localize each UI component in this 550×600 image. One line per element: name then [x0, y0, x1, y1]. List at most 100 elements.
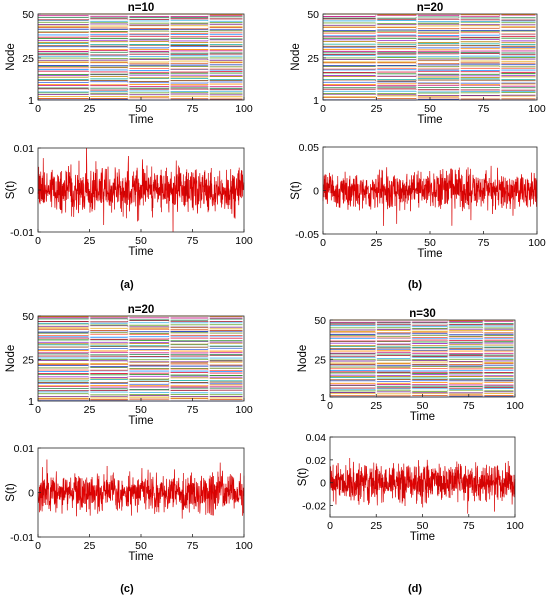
- panel-d-signal-xtick-label: 100: [506, 520, 524, 532]
- panel-c-signal-ytick-label: -0.01: [10, 532, 34, 544]
- panel-c-node-series: [38, 342, 243, 345]
- panel-d-node-xtick-label: 100: [506, 400, 524, 412]
- panel-d-node-series: [330, 361, 514, 364]
- panel-d-node-series: [330, 362, 514, 365]
- panel-d-node-series: [330, 384, 514, 386]
- panel-a-node-ylabel: Node: [5, 43, 17, 71]
- panel-d-node-series: [330, 392, 514, 395]
- panel-a-signal-xtick-label: 0: [35, 235, 41, 247]
- panel-b-node-series: [323, 16, 536, 19]
- panel-b-signal-xlabel: Time: [417, 248, 442, 260]
- panel-b-node-series: [323, 29, 536, 32]
- panel-d-node-xtick-label: 0: [327, 400, 333, 412]
- panel-c-signal-xtick-label: 25: [84, 540, 96, 552]
- panel-d-node-series: [330, 372, 514, 374]
- panel-c-node-series: [38, 333, 243, 337]
- panel-a-signal-xlabel: Time: [128, 246, 153, 258]
- panel-b-signal-xtick-label: 100: [528, 237, 546, 249]
- panel-a-node-series: [38, 91, 243, 94]
- panel-b-node-series: [323, 67, 536, 70]
- panel-d-node-series: [330, 391, 514, 394]
- panel-b-signal-xtick-label: 75: [478, 237, 490, 249]
- panel-d-node-series: [330, 342, 514, 345]
- panel-d-node-series: [330, 366, 514, 368]
- panel-c-node-xtick-label: 100: [235, 404, 253, 416]
- panel-a-node-series: [38, 70, 243, 73]
- panel-d-signal-ylabel: S(t): [297, 468, 309, 487]
- panel-b-node-series: [323, 30, 536, 33]
- panel-a-node-series: [38, 18, 243, 21]
- panel-c-node-series: [38, 381, 243, 384]
- panel-d-node-series: [330, 351, 514, 355]
- panel-b-node-series: [323, 84, 536, 87]
- panel-c-node-series: [38, 361, 243, 364]
- panel-d-node-series: [330, 374, 514, 377]
- panel-b-node-title: n=20: [417, 2, 444, 14]
- panel-d-signal-xtick-label: 50: [417, 520, 429, 532]
- panel-a-node-series: [38, 64, 243, 67]
- panel-a-node-series: [38, 85, 243, 88]
- panel-b-signal-ytick-label: 0.05: [299, 142, 320, 154]
- panel-c-node-series: [38, 379, 243, 382]
- panel-d-signal-ytick-label: -0.02: [302, 501, 326, 513]
- panel-a-node-series: [38, 46, 243, 49]
- panel-b-node-series: [323, 33, 536, 37]
- panel-c-node-title: n=20: [128, 304, 155, 316]
- panel-b-node-series: [323, 62, 536, 65]
- panel-c-node-series: [38, 359, 243, 363]
- panel-b-node-series: [323, 93, 536, 96]
- panel-a-signal-ytick-label: 0.01: [14, 143, 35, 155]
- panel-c-node-series: [38, 367, 243, 369]
- panel-c-signal-xtick-label: 75: [187, 540, 199, 552]
- panel-d-signal-shadow: [329, 458, 516, 514]
- panel-b-node-series: [323, 18, 536, 21]
- panel-d-signal-xtick-label: 0: [327, 520, 333, 532]
- panel-a-caption: (a): [120, 279, 134, 291]
- panel-a-node-series: [38, 58, 243, 61]
- panel-b-signal-shadow: [322, 165, 538, 226]
- panel-a-node-series: [38, 90, 243, 93]
- panel-d-node-series: [330, 344, 514, 347]
- panel-c-node-xtick-label: 25: [84, 404, 96, 416]
- panel-b-node-series: [323, 74, 536, 77]
- panel-d-node-series: [330, 367, 514, 370]
- panel-c-signal-xtick-label: 100: [235, 540, 253, 552]
- panel-c-node-series: [38, 363, 243, 366]
- panel-c-node-series: [38, 351, 243, 354]
- panel-a-node-series: [38, 72, 243, 75]
- panel-b-node-series: [323, 63, 536, 67]
- panel-d-node-xlabel: Time: [410, 411, 435, 423]
- panel-d-node-series: [330, 356, 514, 359]
- panel-a-node-title: n=10: [128, 2, 155, 14]
- panel-d-node-ytick-label: 50: [314, 315, 326, 327]
- panel-b-node-ylabel: Node: [290, 43, 302, 71]
- panel-c-node-series: [38, 349, 243, 352]
- panel-d-node-series: [330, 326, 514, 329]
- panel-a-node-series: [38, 87, 243, 89]
- panel-a-node-series: [38, 78, 243, 81]
- panel-b-node-series: [323, 37, 536, 40]
- panel-a-node-series: [38, 57, 243, 60]
- panel-d-node-series: [330, 323, 514, 326]
- panel-d-signal-xtick-label: 25: [370, 520, 382, 532]
- panel-d-node-series: [330, 334, 514, 337]
- panel-d-node-series: [330, 347, 514, 350]
- panel-b-node-series: [323, 55, 536, 58]
- panel-b-node-series: [323, 51, 536, 54]
- panel-a-signal-xtick-label: 100: [235, 235, 253, 247]
- panel-c-node-series: [38, 387, 243, 391]
- panel-c-signal-ylabel: S(t): [5, 483, 17, 502]
- panel-b-node-series: [323, 79, 536, 82]
- panel-a-node-series: [38, 79, 243, 82]
- panel-a-node-xtick-label: 100: [235, 103, 253, 115]
- panel-d-node-series: [330, 394, 514, 397]
- panel-b-node-series: [323, 83, 536, 86]
- panel-c-node-series: [38, 393, 243, 396]
- panel-d-node-title: n=30: [409, 308, 436, 320]
- panel-a-node-xtick-label: 50: [135, 103, 147, 115]
